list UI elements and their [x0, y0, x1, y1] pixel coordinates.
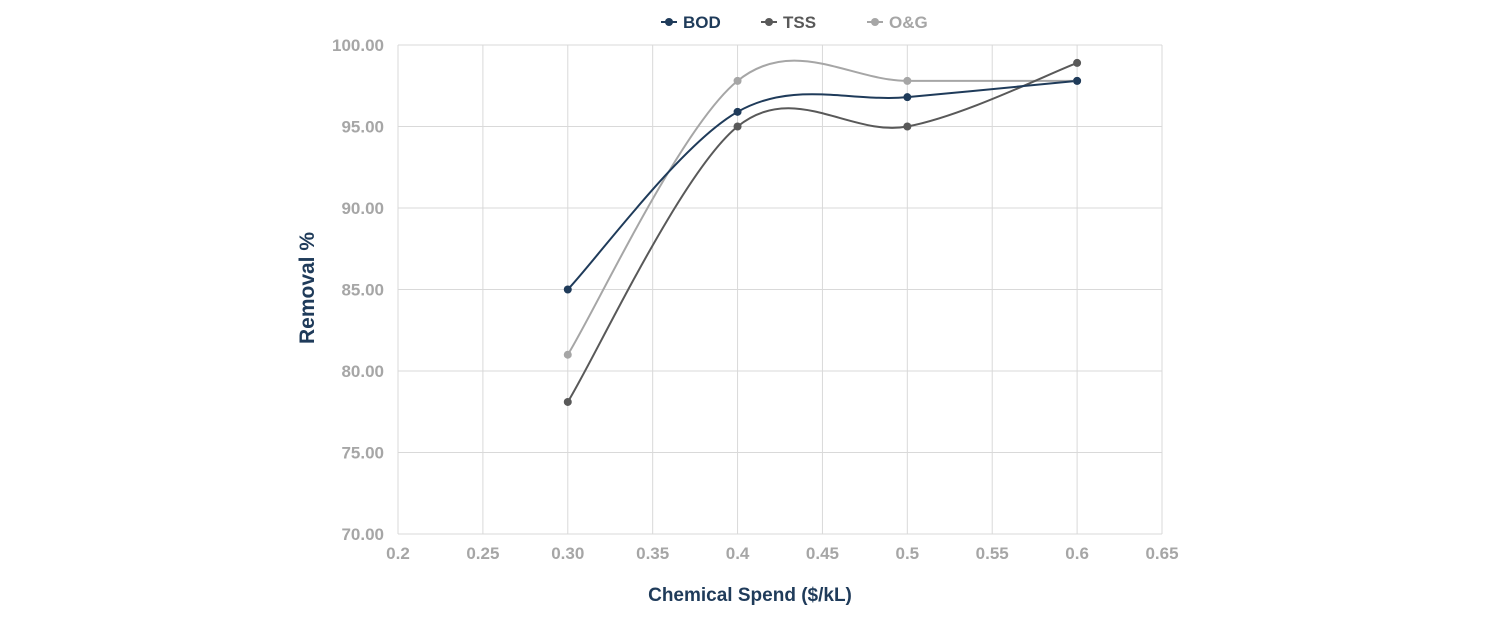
y-tick-label: 100.00: [332, 36, 384, 55]
series-line-bod: [567, 79, 1078, 291]
legend-label-bod: BOD: [683, 13, 721, 32]
x-tick-label: 0.45: [806, 544, 839, 563]
data-point-tss: [1073, 58, 1082, 67]
legend-label-o-g: O&G: [889, 13, 928, 32]
x-tick-label: 0.55: [976, 544, 1009, 563]
x-axis-title: Chemical Spend ($/kL): [648, 585, 852, 606]
legend-label-tss: TSS: [783, 13, 816, 32]
series-lines: [566, 59, 1078, 403]
data-point-tss: [563, 397, 572, 406]
x-tick-label: 0.65: [1145, 544, 1178, 563]
x-tick-label: 0.30: [551, 544, 584, 563]
x-tick-label: 0.6: [1065, 544, 1089, 563]
x-tick-label: 0.35: [636, 544, 669, 563]
y-tick-label: 95.00: [341, 118, 384, 137]
legend-marker-bod: [665, 18, 673, 26]
y-tick-label: 80.00: [341, 362, 384, 381]
x-tick-label: 0.5: [896, 544, 920, 563]
y-tick-label: 70.00: [341, 525, 384, 544]
data-point-bod: [563, 285, 572, 294]
x-tick-label: 0.2: [386, 544, 410, 563]
legend-marker-tss: [765, 18, 773, 26]
y-tick-label: 75.00: [341, 444, 384, 463]
y-tick-label: 90.00: [341, 199, 384, 218]
x-tick-label: 0.25: [466, 544, 499, 563]
y-axis-title: Removal %: [296, 232, 319, 344]
legend-marker-o-g: [871, 18, 879, 26]
data-point-bod: [1073, 76, 1082, 85]
data-point-bod: [903, 93, 912, 102]
series-points: [563, 58, 1082, 406]
data-point-o-g: [563, 350, 572, 359]
data-point-o-g: [733, 76, 742, 85]
legend: BOD TSS O&G: [661, 13, 928, 32]
y-tick-label: 85.00: [341, 281, 384, 300]
data-point-bod: [733, 107, 742, 116]
series-line-o-g: [566, 59, 1078, 356]
data-point-tss: [733, 122, 742, 131]
x-tick-label: 0.4: [726, 544, 750, 563]
gridlines: [397, 44, 1163, 535]
tick-labels: 0.2 0.25 0.30 0.35 0.4 0.45 0.5 0.55 0.6 0.65 70.0…: [332, 36, 1179, 563]
series-line-tss: [566, 61, 1078, 403]
data-point-tss: [903, 122, 912, 131]
data-point-o-g: [903, 76, 912, 85]
